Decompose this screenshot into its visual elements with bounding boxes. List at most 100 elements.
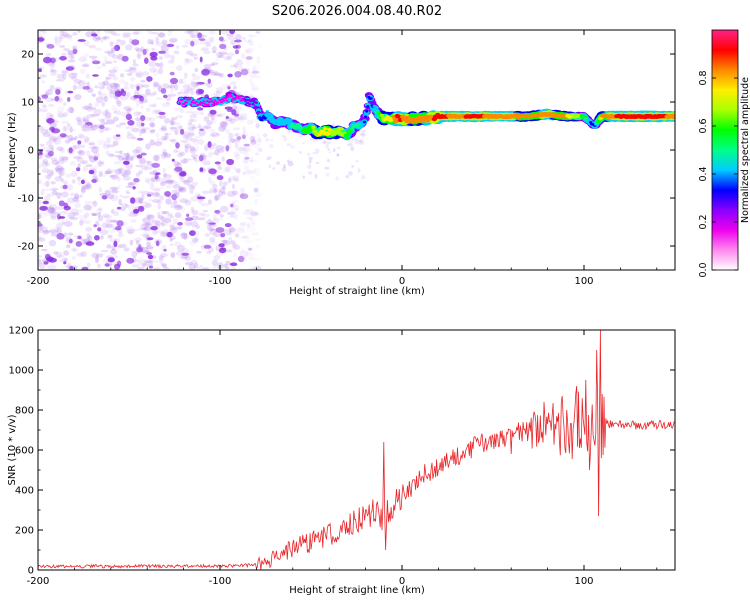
noise-blob — [102, 36, 110, 40]
noise-blob — [174, 226, 183, 230]
noise-blob — [158, 111, 166, 115]
noise-blob — [188, 186, 195, 192]
noise-blob — [206, 37, 212, 43]
noise-blob — [60, 171, 65, 176]
y-tick-label: 10 — [21, 98, 34, 109]
noise-blob — [135, 172, 141, 178]
noise-blob — [161, 211, 170, 215]
noise-blob — [328, 151, 332, 154]
ridge-mark — [229, 95, 233, 98]
noise-blob — [235, 33, 242, 41]
noise-blob — [173, 160, 180, 167]
noise-blob — [234, 105, 243, 112]
noise-blob — [49, 114, 54, 119]
noise-blob — [160, 177, 167, 184]
noise-blob — [169, 138, 177, 143]
noise-blob — [134, 237, 142, 242]
noise-blob — [129, 38, 133, 45]
noise-blob — [39, 143, 45, 147]
noise-blob — [254, 152, 260, 156]
noise-blob — [54, 226, 59, 233]
noise-blob — [106, 119, 115, 125]
noise-blob — [209, 109, 217, 115]
noise-blob — [232, 85, 237, 90]
noise-blob — [99, 161, 104, 165]
ridge-mark — [305, 130, 310, 134]
noise-blob — [161, 125, 168, 131]
noise-blob — [313, 138, 318, 142]
noise-blob — [99, 193, 109, 197]
noise-blob — [111, 41, 119, 45]
noise-blob — [58, 259, 62, 263]
noise-blob — [38, 66, 44, 70]
noise-blob — [177, 244, 185, 252]
noise-blob — [349, 139, 354, 144]
noise-blob — [240, 250, 249, 258]
noise-blob — [206, 225, 212, 229]
noise-blob — [120, 73, 125, 78]
ridge-mark — [226, 95, 230, 99]
noise-blob — [162, 172, 168, 178]
noise-blob — [281, 135, 287, 138]
noise-blob — [244, 152, 250, 157]
noise-blob — [221, 30, 229, 35]
noise-blob — [55, 206, 65, 210]
noise-blob — [80, 186, 86, 193]
noise-blob — [245, 56, 253, 60]
noise-blob — [105, 223, 113, 229]
noise-blob — [110, 31, 117, 35]
noise-blob — [215, 132, 221, 136]
noise-blob — [256, 192, 263, 197]
noise-blob — [92, 176, 98, 182]
noise-blob — [82, 124, 87, 130]
noise-blob — [172, 107, 182, 112]
ridge-mark — [209, 98, 212, 101]
noise-blob — [38, 259, 41, 263]
noise-blob — [140, 233, 144, 237]
noise-blob — [357, 168, 361, 173]
noise-blob — [179, 198, 188, 204]
noise-blob — [171, 200, 178, 205]
noise-blob — [82, 160, 88, 164]
noise-blob — [50, 126, 55, 133]
noise-blob — [217, 148, 225, 153]
noise-blob — [115, 41, 122, 48]
noise-blob — [112, 219, 118, 223]
noise-blob — [107, 51, 116, 57]
noise-blob — [92, 93, 96, 98]
noise-blob — [97, 211, 102, 218]
noise-blob — [125, 190, 130, 193]
noise-blob — [135, 244, 143, 251]
noise-blob — [165, 136, 170, 141]
noise-blob — [88, 55, 98, 59]
noise-blob — [198, 38, 206, 41]
noise-blob — [39, 149, 43, 154]
noise-blob — [59, 147, 65, 153]
noise-blob — [69, 193, 74, 196]
noise-blob — [137, 246, 145, 251]
noise-blob — [203, 244, 212, 249]
noise-blob — [39, 224, 45, 231]
noise-blob — [105, 77, 112, 80]
noise-blob — [147, 38, 151, 45]
noise-blob — [88, 155, 93, 159]
noise-blob — [42, 230, 49, 235]
noise-blob — [91, 213, 97, 216]
noise-blob — [174, 166, 183, 172]
noise-blob — [109, 219, 119, 223]
noise-blob — [72, 32, 78, 36]
noise-blob — [248, 71, 256, 78]
noise-blob — [112, 33, 122, 37]
noise-blob — [172, 218, 178, 223]
noise-blob — [228, 230, 233, 236]
noise-blob — [60, 178, 65, 183]
noise-blob — [68, 65, 76, 71]
noise-blob — [100, 235, 104, 240]
noise-blob — [127, 120, 131, 125]
noise-blob — [197, 156, 206, 160]
noise-blob — [186, 50, 193, 55]
noise-blob — [115, 100, 121, 105]
noise-blob — [214, 148, 220, 156]
noise-blob — [226, 109, 233, 112]
